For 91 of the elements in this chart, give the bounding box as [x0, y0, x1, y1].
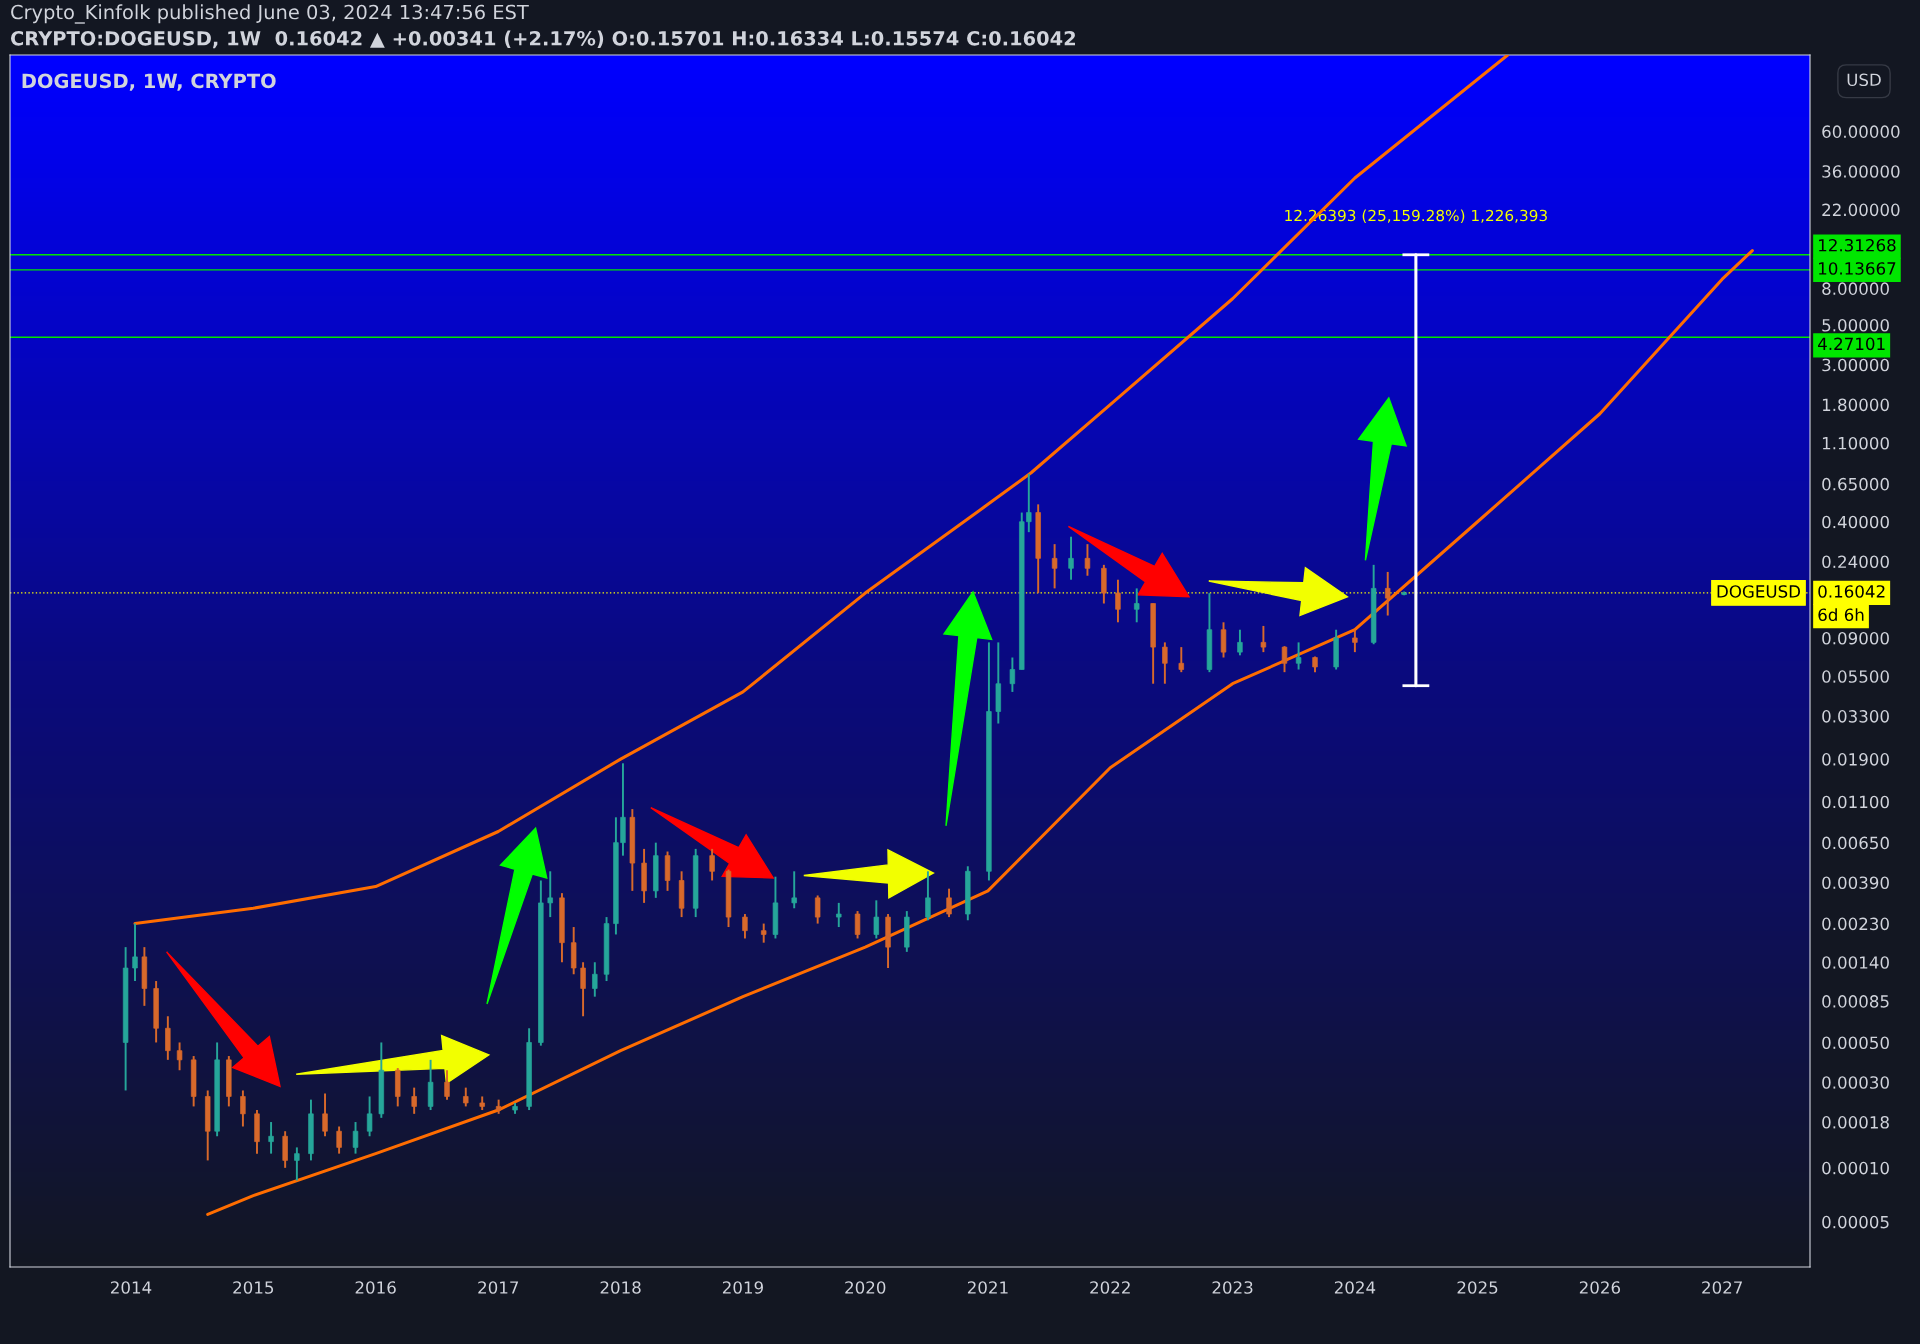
candlestick — [1220, 621, 1227, 659]
x-tick-label: 2026 — [1579, 1281, 1621, 1294]
ref-line-label: 10.13667 — [1819, 262, 1896, 275]
y-tick-label: 0.00010 — [1822, 1161, 1889, 1175]
candlestick — [1237, 628, 1243, 657]
chart-title: CRYPTO:DOGEUSD, 1W 0.16042 ▲ +0.00341 (+2.17%) O:0.15701 H:0.16334 L:0.15574 C:0.16042 — [10, 30, 1075, 49]
candlestick — [1134, 587, 1140, 624]
x-tick-label: 2024 — [1334, 1281, 1376, 1294]
ref-line-label: 0.16042 — [1818, 585, 1885, 598]
y-tick-label: 1.10000 — [1822, 436, 1889, 450]
candlestick — [1068, 535, 1074, 581]
candlestick — [1009, 656, 1016, 693]
x-tick-label: 2025 — [1457, 1281, 1498, 1294]
y-tick-label: 0.05500 — [1822, 670, 1889, 683]
candlestick — [592, 961, 598, 998]
annotation: DOGEUSD — [1717, 585, 1801, 598]
y-tick-label: 0.65000 — [1822, 477, 1889, 491]
x-tick-label: 2020 — [845, 1281, 886, 1294]
candlestick — [1115, 578, 1121, 624]
candlestick — [925, 870, 931, 922]
y-tick-label: 0.00050 — [1822, 1036, 1889, 1050]
y-tick-label: 0.00085 — [1822, 995, 1889, 1008]
y-tick-label: 0.00140 — [1822, 956, 1889, 969]
x-tick-label: 2017 — [478, 1281, 519, 1294]
y-tick-label: 0.00018 — [1822, 1116, 1889, 1129]
y-tick-label: 36.00000 — [1822, 165, 1900, 178]
y-tick-label: 0.00230 — [1822, 917, 1889, 931]
candlestick — [1084, 543, 1091, 577]
y-tick-label: 3.00000 — [1822, 358, 1889, 372]
text: DOGEUSD, 1W, CRYPTO — [22, 73, 276, 91]
y-tick-label: 0.00390 — [1822, 876, 1889, 890]
candlestick — [176, 1041, 183, 1072]
candlestick — [1162, 641, 1168, 685]
candlestick — [463, 1086, 469, 1108]
y-tick-label: 8.00000 — [1822, 282, 1889, 295]
candlestick — [366, 1095, 373, 1138]
y-axis-title: USD — [1847, 73, 1881, 87]
x-tick-label: 2014 — [111, 1281, 152, 1294]
x-tick-label: 2018 — [600, 1281, 641, 1294]
candlestick — [444, 1069, 450, 1101]
text: Crypto_Kinfolk published June 03, 2024 13:47:56 EST — [11, 4, 529, 24]
y-tick-label: 1.80000 — [1822, 398, 1889, 412]
candlestick — [742, 913, 748, 940]
candlestick — [580, 961, 586, 1018]
candlestick — [873, 899, 880, 940]
candlestick — [814, 894, 821, 925]
x-tick-label: 2015 — [233, 1281, 274, 1294]
candlestick — [132, 922, 138, 983]
y-tick-label: 0.00030 — [1822, 1076, 1889, 1089]
candlestick — [1260, 624, 1267, 654]
candlestick — [854, 910, 861, 940]
y-tick-label: 5.00000 — [1822, 318, 1889, 332]
candlestick — [294, 1146, 300, 1182]
x-tick-label: 2023 — [1212, 1281, 1253, 1294]
candlestick — [836, 901, 842, 929]
x-tick-label: 2027 — [1702, 1281, 1742, 1294]
ref-line-label: 4.27101 — [1818, 337, 1885, 351]
candlestick — [322, 1092, 328, 1138]
x-tick-label: 2019 — [722, 1281, 763, 1294]
y-tick-label: 0.03300 — [1822, 710, 1889, 723]
x-tick-label: 2016 — [355, 1281, 396, 1294]
candlestick — [1352, 628, 1358, 654]
y-tick-label: 0.01100 — [1822, 795, 1889, 809]
candlestick — [336, 1125, 342, 1155]
candlestick — [411, 1086, 417, 1115]
candlestick — [946, 887, 952, 919]
candlestick — [1281, 645, 1288, 674]
candlestick — [791, 870, 797, 910]
candlestick — [352, 1121, 359, 1155]
x-tick-label: 2021 — [967, 1281, 1008, 1294]
candlestick — [1178, 646, 1184, 674]
candlestick — [1385, 570, 1391, 617]
y-tick-label: 60.00000 — [1822, 125, 1900, 138]
candlestick — [165, 1015, 171, 1061]
candlestick — [709, 847, 715, 882]
ref-line-label: 12.31268 — [1819, 238, 1896, 252]
candlestick — [268, 1121, 274, 1155]
candlestick — [761, 922, 767, 944]
candlestick — [547, 870, 553, 919]
y-tick-label: 0.24000 — [1822, 555, 1889, 569]
y-tick-label: 0.01900 — [1822, 753, 1889, 766]
text: 6d 6h — [1818, 608, 1864, 622]
candlestick — [1051, 543, 1058, 590]
y-tick-label: 0.09000 — [1822, 631, 1889, 645]
candlestick — [1295, 641, 1302, 671]
x-tick-label: 2022 — [1090, 1281, 1130, 1294]
y-tick-label: 22.00000 — [1822, 203, 1900, 217]
y-tick-label: 0.00005 — [1822, 1215, 1889, 1229]
candlestick — [240, 1089, 246, 1128]
y-tick-label: 0.40000 — [1822, 515, 1889, 529]
y-tick-label: 0.00650 — [1822, 836, 1889, 850]
